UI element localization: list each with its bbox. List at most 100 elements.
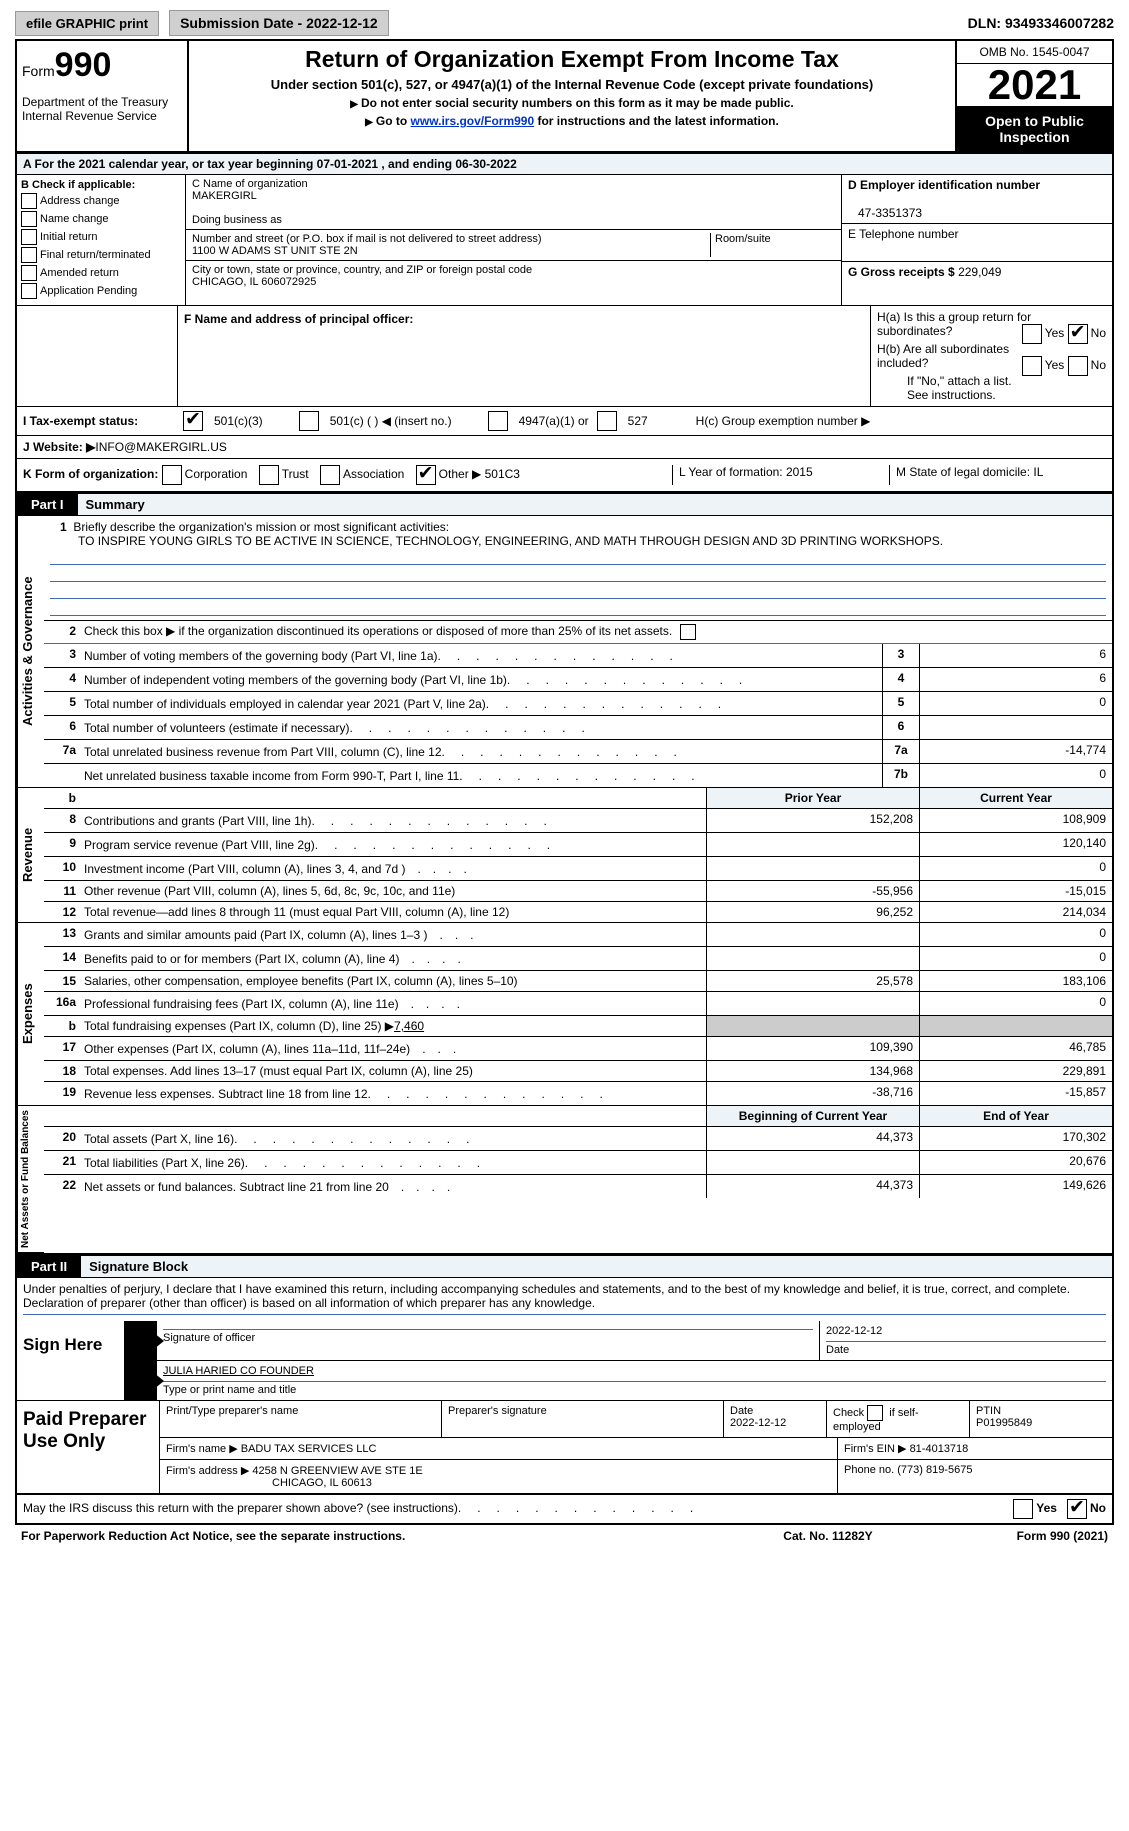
line7a-text: Total unrelated business revenue from Pa…	[84, 745, 442, 759]
irs-link-line: Go to www.irs.gov/Form990 for instructio…	[194, 114, 950, 128]
paperwork-notice: For Paperwork Reduction Act Notice, see …	[21, 1529, 728, 1543]
app-pending-cb[interactable]	[21, 283, 37, 299]
dba-label: Doing business as	[192, 214, 835, 226]
line7b-val: 0	[919, 764, 1112, 787]
amended-return-cb[interactable]	[21, 265, 37, 281]
org-name: MAKERGIRL	[192, 190, 835, 202]
line21-text: Total liabilities (Part X, line 26)	[84, 1156, 245, 1170]
efile-button[interactable]: efile GRAPHIC print	[15, 11, 159, 36]
begin-year-hdr: Beginning of Current Year	[706, 1106, 919, 1126]
sig-officer-label: Signature of officer	[163, 1332, 255, 1344]
line8-text: Contributions and grants (Part VIII, lin…	[84, 814, 311, 828]
city-value: CHICAGO, IL 606072925	[192, 276, 835, 288]
line14-text: Benefits paid to or for members (Part IX…	[84, 952, 399, 966]
line16a-prior	[706, 992, 919, 1015]
ptin-label: PTIN	[976, 1405, 1001, 1417]
line17-text: Other expenses (Part IX, column (A), lin…	[84, 1042, 410, 1056]
line9-text: Program service revenue (Part VIII, line…	[84, 838, 315, 852]
line14-curr: 0	[919, 947, 1112, 970]
self-employed-label: Check if self-employed	[833, 1407, 919, 1433]
mission-text: TO INSPIRE YOUNG GIRLS TO BE ACTIVE IN S…	[78, 534, 1106, 548]
initial-return-cb[interactable]	[21, 229, 37, 245]
other-cb[interactable]	[416, 465, 436, 485]
side-governance: Activities & Governance	[17, 516, 44, 788]
501c-cb[interactable]	[299, 411, 319, 431]
line5-text: Total number of individuals employed in …	[84, 697, 486, 711]
mission-label: Briefly describe the organization's miss…	[73, 520, 449, 534]
line22-end: 149,626	[919, 1175, 1112, 1198]
self-employed-cb[interactable]	[867, 1405, 883, 1421]
line11-curr: -15,015	[919, 881, 1112, 901]
line13-prior	[706, 923, 919, 946]
form-number: Form990	[22, 46, 182, 85]
signer-name-label: Type or print name and title	[163, 1384, 296, 1396]
corp-cb[interactable]	[162, 465, 182, 485]
firm-addr-label: Firm's address ▶	[166, 1465, 249, 1477]
line20-end: 170,302	[919, 1127, 1112, 1150]
line7b-text: Net unrelated business taxable income fr…	[84, 769, 459, 783]
col-b-label: B Check if applicable:	[21, 179, 135, 191]
hb-yes-cb[interactable]	[1022, 356, 1042, 376]
sig-date: 2022-12-12	[826, 1325, 882, 1337]
discuss-no-cb[interactable]	[1067, 1499, 1087, 1519]
ha-yes-cb[interactable]	[1022, 324, 1042, 344]
501c3-cb[interactable]	[183, 411, 203, 431]
sign-here-label: Sign Here	[17, 1321, 124, 1400]
line22-begin: 44,373	[706, 1175, 919, 1198]
lineb-text: Total fundraising expenses (Part IX, col…	[84, 1019, 394, 1033]
prep-date: 2022-12-12	[730, 1417, 786, 1429]
line17-curr: 46,785	[919, 1037, 1112, 1060]
line18-text: Total expenses. Add lines 13–17 (must eq…	[80, 1061, 706, 1081]
phone-label: Phone no.	[844, 1464, 894, 1476]
form-subtitle: Under section 501(c), 527, or 4947(a)(1)…	[194, 77, 950, 92]
line21-begin	[706, 1151, 919, 1174]
paid-preparer-label: Paid Preparer Use Only	[17, 1401, 159, 1493]
assoc-cb[interactable]	[320, 465, 340, 485]
prep-date-label: Date	[730, 1405, 753, 1417]
ha-no-cb[interactable]	[1068, 324, 1088, 344]
ha-label: H(a) Is this a group return for subordin…	[877, 310, 1031, 338]
hc-label: H(c) Group exemption number ▶	[696, 414, 1106, 428]
perjury-text: Under penalties of perjury, I declare th…	[15, 1278, 1114, 1321]
line7a-val: -14,774	[919, 740, 1112, 763]
final-return-cb[interactable]	[21, 247, 37, 263]
side-net-assets: Net Assets or Fund Balances	[17, 1106, 44, 1253]
line4-text: Number of independent voting members of …	[84, 673, 507, 687]
discuss-yes-cb[interactable]	[1013, 1499, 1033, 1519]
curr-year-hdr: Current Year	[919, 788, 1112, 808]
line11-prior: -55,956	[706, 881, 919, 901]
dln: DLN: 93493346007282	[968, 15, 1114, 31]
line8-prior: 152,208	[706, 809, 919, 832]
line9-prior	[706, 833, 919, 856]
part2-tag: Part II	[17, 1256, 81, 1277]
line10-text: Investment income (Part VIII, column (A)…	[84, 862, 405, 876]
line9-curr: 120,140	[919, 833, 1112, 856]
signer-name: JULIA HARIED CO FOUNDER	[163, 1365, 314, 1377]
hb-no-cb[interactable]	[1068, 356, 1088, 376]
line15-curr: 183,106	[919, 971, 1112, 991]
line10-prior	[706, 857, 919, 880]
line12-prior: 96,252	[706, 902, 919, 922]
4947-cb[interactable]	[488, 411, 508, 431]
line2-cb[interactable]	[680, 624, 696, 640]
address-change-cb[interactable]	[21, 193, 37, 209]
name-change-cb[interactable]	[21, 211, 37, 227]
form-title: Return of Organization Exempt From Incom…	[194, 46, 950, 73]
line17-prior: 109,390	[706, 1037, 919, 1060]
line8-curr: 108,909	[919, 809, 1112, 832]
line20-begin: 44,373	[706, 1127, 919, 1150]
street-label: Number and street (or P.O. box if mail i…	[192, 233, 710, 245]
form-org-label: K Form of organization:	[23, 467, 158, 481]
trust-cb[interactable]	[259, 465, 279, 485]
irs-link[interactable]: www.irs.gov/Form990	[411, 114, 535, 128]
firm-ein: 81-4013718	[910, 1443, 969, 1455]
hb-label: H(b) Are all subordinates included?	[877, 342, 1009, 370]
527-cb[interactable]	[597, 411, 617, 431]
line18-prior: 134,968	[706, 1061, 919, 1081]
gross-receipts-value: 229,049	[958, 265, 1001, 279]
ein-label: D Employer identification number	[848, 178, 1040, 192]
line16a-text: Professional fundraising fees (Part IX, …	[84, 997, 399, 1011]
line5-val: 0	[919, 692, 1112, 715]
department-label: Department of the Treasury Internal Reve…	[22, 95, 182, 123]
line22-text: Net assets or fund balances. Subtract li…	[84, 1180, 389, 1194]
